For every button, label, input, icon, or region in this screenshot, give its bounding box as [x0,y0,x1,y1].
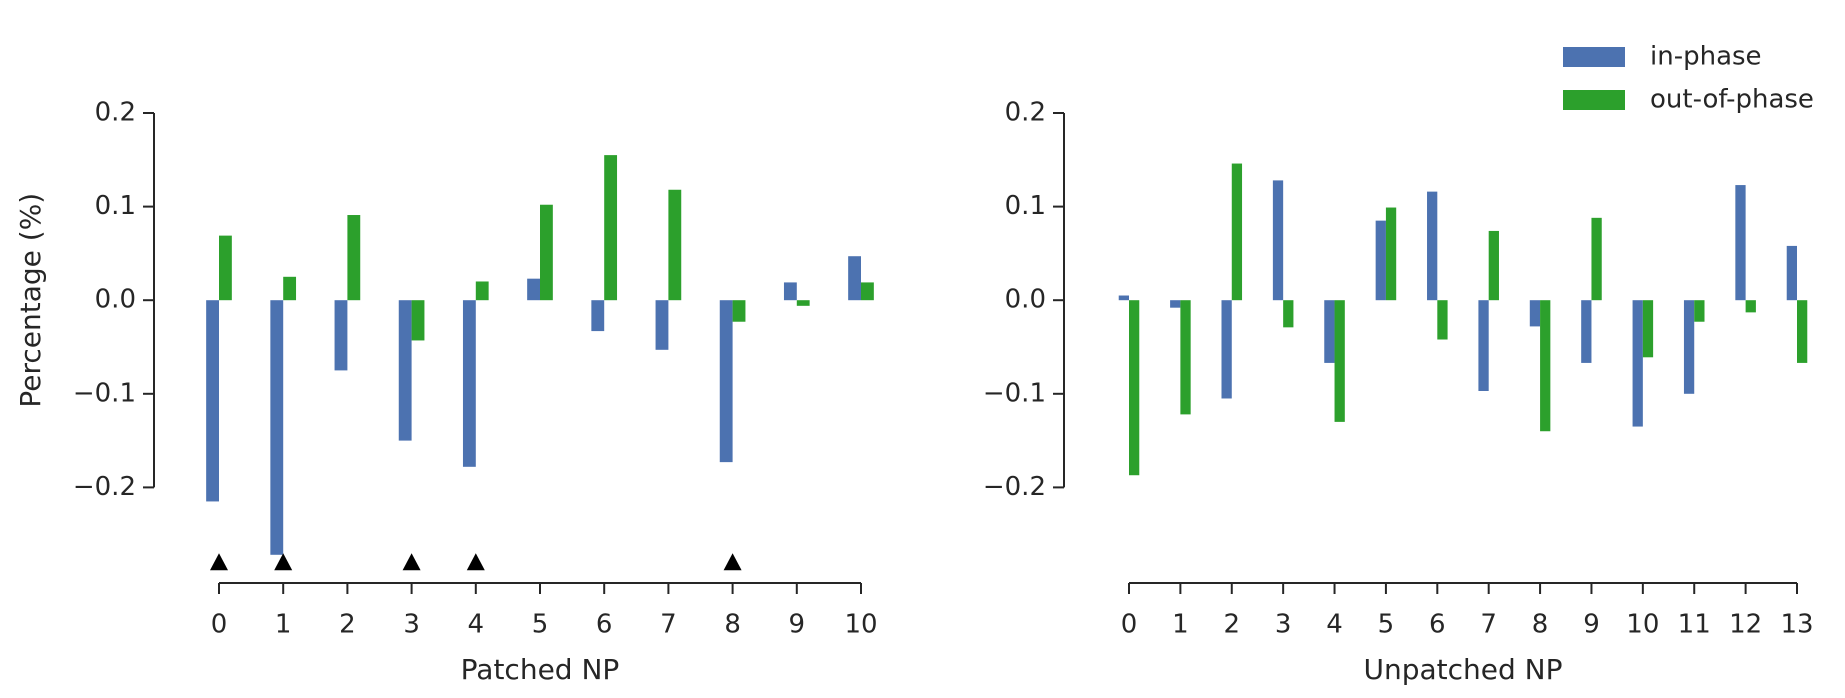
bar [1427,191,1438,301]
x-tick-label: 1 [1172,610,1189,640]
bar [411,300,425,341]
x-tick-label: 0 [211,610,228,640]
bar [1272,180,1284,301]
bar [1334,300,1345,422]
bar [1786,245,1797,301]
x-tick-label: 2 [1223,610,1240,640]
x-tick-label: 5 [532,610,549,640]
y-tick-label: 0.2 [1005,98,1046,128]
bar [1735,185,1746,301]
bar [848,256,861,301]
x-tick-label: 3 [1275,610,1292,640]
x-tick-label: 13 [1780,610,1813,640]
bar [1683,300,1695,394]
bar [1488,230,1499,301]
bar [1437,300,1448,340]
bar [475,281,489,301]
bar [1694,300,1705,322]
x-tick-label: 2 [339,610,356,640]
marker [210,553,228,571]
x-tick-label: 5 [1378,610,1395,640]
marker [466,553,485,571]
bar [1540,300,1551,432]
legend-swatch [1563,90,1625,110]
x-tick-label: 10 [1626,610,1659,640]
bar [668,189,682,301]
x-tick-label: 7 [1480,610,1497,640]
legend-swatch [1563,47,1625,67]
bar [1385,207,1397,301]
y-tick-label: 0.0 [1005,285,1046,315]
x-tick-label: 4 [1326,610,1343,640]
bar [334,300,348,371]
bar [347,215,361,301]
x-tick-label: 11 [1678,610,1711,640]
bar [540,204,553,301]
x-tick-label: 1 [275,610,292,640]
y-tick-label: −0.1 [983,378,1046,408]
bar [1591,217,1602,301]
bar [719,300,733,463]
y-tick-label: −0.1 [73,378,136,408]
bar [527,278,540,301]
bar [1478,300,1489,391]
legend-label: out-of-phase [1650,85,1814,115]
bar [398,300,412,441]
bar [1642,300,1654,358]
x-tick-label: 0 [1121,610,1138,640]
bar [283,276,297,301]
bar [1231,163,1243,301]
bar [1797,300,1808,363]
x-tick-label: 8 [724,610,741,640]
bar [604,155,618,301]
y-tick-label: 0.1 [95,191,136,221]
bar [783,282,797,301]
bar [1129,300,1140,476]
bar [732,300,746,322]
y-tick-label: 0.0 [95,285,136,315]
y-tick-label: 0.1 [1005,191,1046,221]
x-tick-label: 6 [1429,610,1446,640]
bar [1581,300,1592,363]
y-tick-label: 0.2 [95,98,136,128]
bar [206,300,219,502]
bar [796,300,810,306]
legend-label: in-phase [1650,42,1762,72]
marker [274,553,293,571]
x-tick-label: 6 [596,610,613,640]
x-tick-label: 4 [468,610,485,640]
bar [1118,295,1129,301]
bar [591,300,605,332]
bar [1283,300,1294,328]
x-tick-label: 8 [1532,610,1549,640]
bar [1324,300,1335,363]
bar [861,282,874,301]
x-tick-label: 9 [1583,610,1600,640]
x-axis-label: Patched NP [461,653,620,686]
bar [219,235,232,301]
y-axis-label: Percentage (%) [14,193,47,408]
x-tick-label: 10 [844,610,877,640]
bar [1745,300,1756,313]
x-tick-label: 3 [403,610,420,640]
bar [1170,300,1181,308]
x-tick-label: 7 [660,610,677,640]
marker [402,553,421,571]
x-tick-label: 12 [1729,610,1762,640]
marker [723,553,742,571]
bar [1529,300,1541,327]
y-tick-label: −0.2 [73,472,136,502]
bar [1221,300,1232,399]
bar [270,300,284,555]
bar [1632,300,1643,427]
bar [1180,300,1191,415]
x-tick-label: 9 [789,610,806,640]
y-tick-label: −0.2 [983,472,1046,502]
x-axis-label: Unpatched NP [1363,653,1562,686]
bar [655,300,669,350]
bar [462,300,476,467]
bar [1375,220,1386,301]
